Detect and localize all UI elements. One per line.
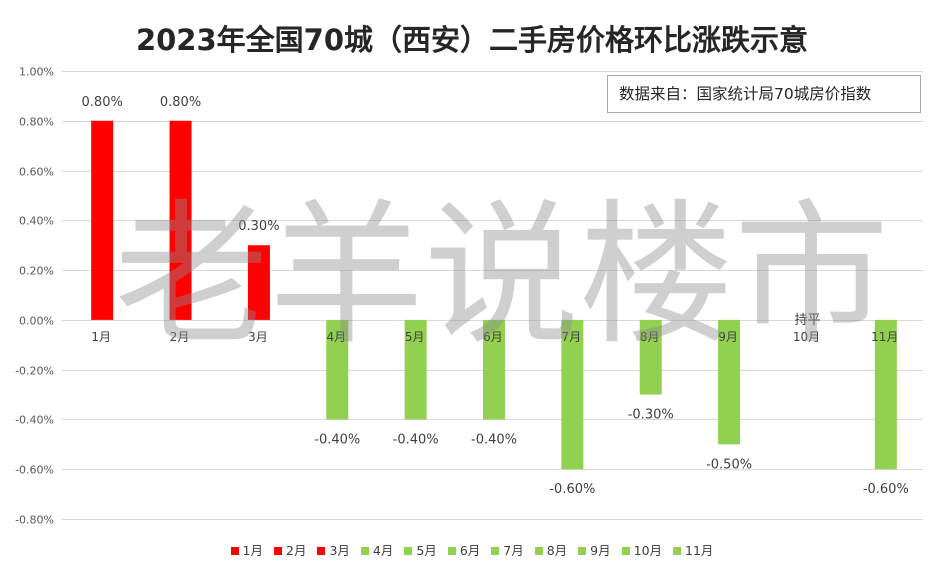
legend-swatch: [404, 547, 413, 555]
bar-11: [874, 319, 897, 470]
y-tick-label: 0.20%: [19, 265, 54, 278]
category-label-9: 9月: [718, 330, 738, 344]
legend-item-1: 1月: [230, 541, 263, 561]
legend-label: 6月: [459, 543, 481, 558]
y-tick-label: -0.40%: [15, 414, 54, 427]
data-label-8: -0.30%: [628, 408, 674, 423]
legend-label: 3月: [329, 543, 350, 558]
bar-6: [483, 319, 505, 420]
legend-label: 10月: [633, 543, 663, 558]
y-tick-label: -0.60%: [15, 464, 54, 477]
legend-label: 2月: [286, 543, 307, 558]
category-label-6: 6月: [483, 330, 503, 344]
legend-swatch: [317, 547, 326, 555]
y-tick-label: 0.60%: [19, 166, 54, 179]
legend-item-8: 8月: [534, 541, 568, 561]
bar-5: [404, 319, 427, 420]
y-axis-ticks: 1.00% 0.80% 0.60% 0.40% 0.20% 0.00% -0.20% -0.4…: [15, 66, 54, 527]
y-tick-label: 1.00%: [19, 66, 54, 79]
legend-label: 5月: [416, 543, 437, 558]
legend-swatch: [230, 547, 239, 555]
data-label-2: 0.80%: [160, 95, 201, 110]
legend-item-9: 9月: [578, 541, 611, 561]
bar-1: [91, 120, 114, 320]
legend-item-5: 5月: [404, 541, 437, 561]
bar-8: [639, 319, 662, 395]
category-label-7: 7月: [562, 330, 582, 344]
legend-label: 8月: [546, 543, 568, 558]
legend-item-3: 3月: [317, 541, 350, 561]
legend-swatch: [447, 547, 456, 555]
category-label-5: 5月: [405, 330, 425, 344]
bar-4: [326, 319, 349, 420]
y-tick-label: 0.00%: [19, 315, 54, 328]
data-label-11: -0.60%: [863, 482, 909, 497]
bar-2: [169, 120, 192, 320]
data-label-6: -0.40%: [471, 432, 517, 447]
legend-item-6: 6月: [447, 541, 481, 561]
legend-swatch: [534, 547, 543, 555]
legend-swatch: [491, 547, 500, 555]
category-label-8: 8月: [640, 330, 660, 344]
legend-swatch: [274, 547, 282, 555]
bar-7: [561, 319, 584, 470]
legend-swatch: [621, 547, 630, 555]
legend-label: 4月: [372, 543, 394, 558]
legend-item-11: 11月: [673, 541, 713, 561]
data-label-10: 持平: [794, 313, 820, 328]
category-label-3: 3月: [248, 330, 268, 344]
legend-label: 1月: [242, 543, 263, 558]
data-label-5: -0.40%: [393, 432, 439, 447]
data-label-7: -0.60%: [549, 482, 595, 497]
y-tick-label: -0.20%: [15, 365, 54, 378]
legend-swatch: [578, 547, 587, 555]
y-tick-label: 0.40%: [19, 215, 54, 228]
bar-labels: 1月 0.80% 2月 0.80% 3月 0.30% 4月 -0.40% 5月 -0.40% 6月 -…: [82, 95, 909, 497]
legend-label: 11月: [685, 543, 714, 558]
category-label-4: 4月: [326, 330, 346, 344]
legend-item-2: 2月: [274, 541, 306, 561]
bars: [91, 120, 897, 470]
source-note-text: 数据来自：国家统计局70城房价指数: [619, 85, 872, 103]
legend-swatch: [673, 547, 682, 555]
legend-swatch: [360, 547, 369, 555]
category-label-11: 11月: [871, 330, 898, 344]
legend-item-4: 4月: [360, 541, 394, 561]
category-label-1: 1月: [91, 330, 111, 344]
y-tick-label: -0.80%: [15, 514, 54, 527]
bar-9: [718, 319, 741, 445]
legend-item-7: 7月: [491, 541, 524, 561]
legend-label: 9月: [590, 543, 611, 558]
chart-title: 2023年全国70城（西安）二手房价格环比涨跌示意: [135, 23, 809, 57]
y-tick-label: 0.80%: [19, 116, 54, 129]
bar-3: [247, 245, 270, 320]
category-label-10: 10月: [793, 330, 820, 344]
category-label-2: 2月: [170, 330, 190, 344]
data-label-3: 0.30%: [238, 219, 279, 234]
data-label-4: -0.40%: [314, 432, 360, 447]
data-label-1: 0.80%: [82, 95, 123, 110]
data-label-9: -0.50%: [706, 457, 752, 472]
chart-legend: 1月 2月 3月 4月 5月 6月 7月 8月 9月 10月 11月: [0, 541, 944, 561]
legend-item-10: 10月: [621, 541, 663, 561]
source-note-box: 数据来自：国家统计局70城房价指数: [607, 75, 921, 113]
legend-label: 7月: [503, 543, 524, 558]
